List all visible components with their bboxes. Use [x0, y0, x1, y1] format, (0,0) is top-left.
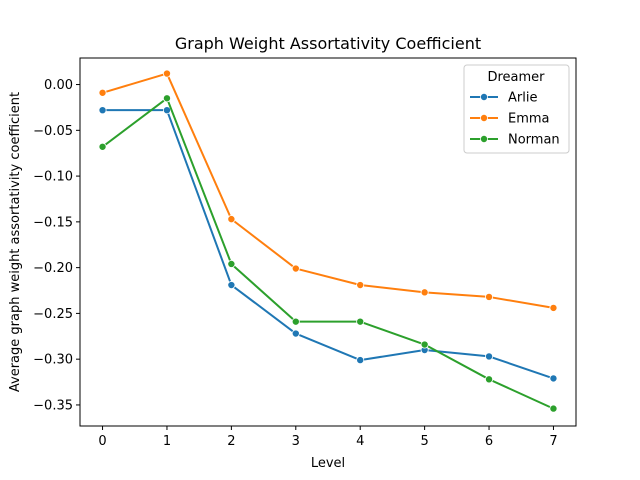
- legend-marker-norman: [479, 134, 488, 143]
- y-tick-label: −0.05: [33, 124, 73, 139]
- data-point-emma: [549, 303, 558, 312]
- y-tick-label: −0.10: [33, 170, 73, 185]
- y-axis-title: Average graph weight assortativity coeff…: [8, 92, 23, 392]
- x-tick-label: 3: [292, 434, 300, 449]
- legend-label-emma: Emma: [508, 112, 550, 127]
- data-point-norman: [420, 340, 429, 349]
- data-point-arlie: [98, 106, 107, 115]
- y-tick-label: −0.20: [33, 261, 73, 276]
- data-point-emma: [98, 88, 107, 97]
- data-point-norman: [227, 259, 236, 268]
- y-tick-label: −0.35: [33, 398, 73, 413]
- x-tick-label: 6: [485, 434, 493, 449]
- x-tick-label: 1: [163, 434, 171, 449]
- x-axis-title: Level: [311, 456, 345, 471]
- data-point-emma: [291, 264, 300, 273]
- y-tick-label: −0.25: [33, 307, 73, 322]
- data-point-norman: [162, 94, 171, 103]
- chart-title: Graph Weight Assortativity Coefficient: [175, 34, 481, 53]
- series-line-arlie: [101, 109, 555, 380]
- legend-label-norman: Norman: [508, 133, 560, 148]
- data-point-arlie: [356, 356, 365, 365]
- series-emma: [98, 69, 558, 312]
- series-line-emma: [101, 72, 555, 309]
- x-axis: 0 1 2 3 4 5 6 7: [98, 426, 558, 449]
- legend-marker-arlie: [479, 93, 488, 102]
- y-tick-label: −0.15: [33, 215, 73, 230]
- legend-items: Arlie Emma Norman: [470, 91, 560, 148]
- data-point-arlie: [485, 352, 494, 361]
- series-line-norman: [101, 97, 555, 410]
- data-point-arlie: [549, 374, 558, 383]
- data-point-norman: [291, 317, 300, 326]
- y-tick-label: 0.00: [44, 78, 73, 93]
- data-point-norman: [549, 404, 558, 413]
- data-point-emma: [485, 292, 494, 301]
- legend-item-norman: Norman: [470, 133, 560, 148]
- x-tick-label: 5: [420, 434, 428, 449]
- x-tick-label: 0: [98, 434, 106, 449]
- legend-title: Dreamer: [487, 70, 545, 85]
- legend-box: [463, 64, 570, 154]
- y-axis: 0.00 −0.05 −0.10 −0.15 −0.20 −0.25 −0.30 −0.35: [33, 78, 80, 413]
- legend-label-arlie: Arlie: [508, 91, 537, 106]
- data-point-norman: [98, 142, 107, 151]
- x-tick-label: 4: [356, 434, 364, 449]
- legend-item-arlie: Arlie: [470, 91, 537, 106]
- data-point-norman: [485, 375, 494, 384]
- data-point-emma: [420, 288, 429, 297]
- data-point-emma: [356, 281, 365, 290]
- x-tick-label: 7: [549, 434, 557, 449]
- series-layer: [98, 69, 558, 413]
- legend: Dreamer Arlie Emma Norman: [463, 64, 570, 154]
- data-point-emma: [227, 215, 236, 224]
- data-point-emma: [162, 69, 171, 78]
- data-point-arlie: [162, 106, 171, 115]
- legend-item-emma: Emma: [470, 112, 550, 127]
- x-tick-label: 2: [227, 434, 235, 449]
- y-tick-label: −0.30: [33, 353, 73, 368]
- data-point-norman: [356, 317, 365, 326]
- series-arlie: [98, 106, 558, 383]
- plot-area-frame: [79, 57, 577, 427]
- data-point-arlie: [227, 281, 236, 290]
- legend-marker-emma: [479, 114, 488, 123]
- series-norman: [98, 94, 558, 413]
- data-point-arlie: [291, 329, 300, 338]
